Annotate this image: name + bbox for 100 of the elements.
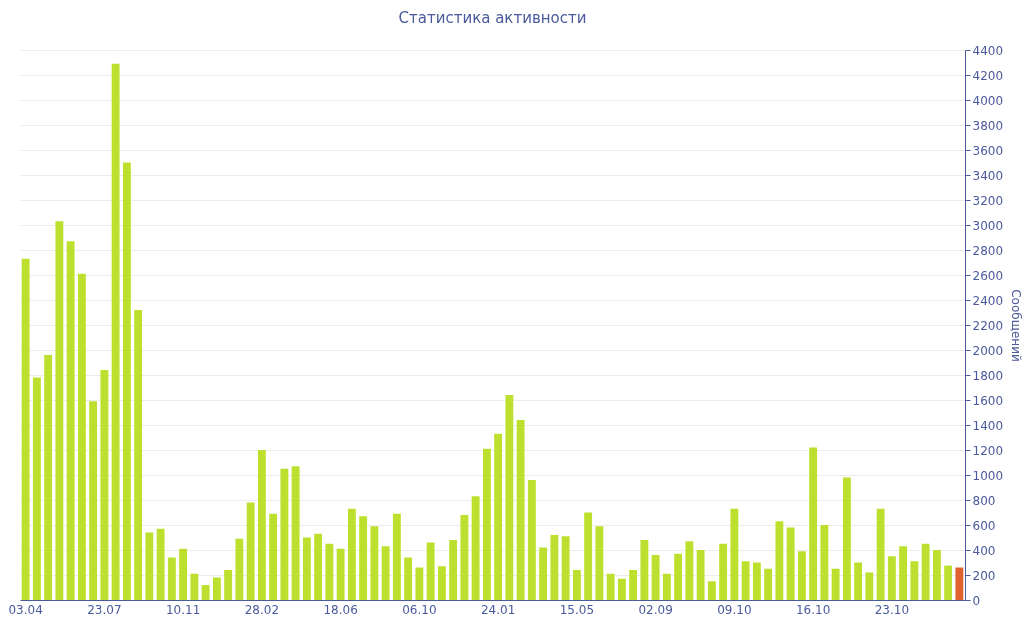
x-tick-label: 23.10 bbox=[874, 602, 910, 617]
bar bbox=[584, 512, 593, 600]
y-tick-label: 400 bbox=[972, 543, 996, 558]
bar bbox=[167, 557, 176, 600]
y-tick-label: 3200 bbox=[972, 193, 1004, 208]
bar bbox=[381, 546, 390, 600]
y-tick-label: 800 bbox=[972, 493, 996, 508]
x-tick-label: 24.01 bbox=[480, 602, 516, 617]
x-tick-label: 16.10 bbox=[795, 602, 831, 617]
bar bbox=[606, 573, 615, 600]
bar bbox=[224, 570, 233, 600]
y-tick-label: 1400 bbox=[972, 418, 1004, 433]
bar bbox=[201, 585, 210, 600]
bar bbox=[347, 508, 356, 600]
y-tick-label: 3600 bbox=[972, 143, 1004, 158]
x-tick-label: 02.09 bbox=[638, 602, 673, 617]
bar bbox=[516, 420, 525, 600]
bar bbox=[887, 556, 896, 600]
y-tick-label: 3400 bbox=[972, 168, 1004, 183]
bar bbox=[325, 543, 334, 600]
bar bbox=[944, 565, 953, 600]
bar bbox=[651, 555, 660, 600]
bar bbox=[629, 570, 638, 600]
y-tick-label: 3800 bbox=[972, 118, 1004, 133]
bar bbox=[302, 537, 311, 600]
y-tick-label: 4200 bbox=[972, 68, 1004, 83]
bar bbox=[77, 273, 86, 600]
bar bbox=[111, 63, 120, 600]
bar bbox=[246, 502, 255, 600]
bar bbox=[696, 550, 705, 600]
bar bbox=[460, 515, 469, 600]
bar bbox=[932, 550, 941, 600]
bar bbox=[685, 541, 694, 600]
bar bbox=[449, 540, 458, 600]
bar bbox=[89, 401, 98, 600]
bar bbox=[156, 528, 165, 600]
bar bbox=[404, 557, 413, 600]
y-tick-label: 4400 bbox=[972, 43, 1004, 58]
bar bbox=[426, 542, 435, 600]
bar bbox=[640, 540, 649, 600]
bar bbox=[730, 508, 739, 600]
bar bbox=[910, 561, 919, 600]
y-tick-label: 0 bbox=[972, 593, 981, 608]
bar bbox=[336, 548, 345, 600]
y-tick-label: 1600 bbox=[972, 393, 1004, 408]
x-tick-label: 15.05 bbox=[559, 602, 595, 617]
bar bbox=[707, 581, 716, 600]
y-tick-label: 2600 bbox=[972, 268, 1004, 283]
bar bbox=[899, 546, 908, 600]
y-tick-label: 2800 bbox=[972, 243, 1004, 258]
chart-title: Статистика активности bbox=[398, 9, 587, 27]
y-tick-label: 1000 bbox=[972, 468, 1004, 483]
bar bbox=[561, 536, 570, 600]
bar bbox=[617, 578, 626, 600]
bar bbox=[741, 561, 750, 600]
bar bbox=[145, 532, 154, 600]
x-tick-label: 23.07 bbox=[87, 602, 122, 617]
bar bbox=[662, 573, 671, 600]
bar bbox=[494, 433, 503, 600]
y-tick-label: 2000 bbox=[972, 343, 1004, 358]
y-tick-label: 1200 bbox=[972, 443, 1004, 458]
y-tick-label: 2200 bbox=[972, 318, 1004, 333]
x-tick-label: 03.04 bbox=[8, 602, 43, 617]
bar bbox=[527, 480, 536, 600]
bar bbox=[809, 447, 818, 600]
bar bbox=[595, 526, 604, 600]
bar bbox=[865, 572, 874, 600]
bar bbox=[291, 466, 300, 600]
bar bbox=[134, 310, 143, 600]
bar bbox=[505, 395, 514, 600]
bar bbox=[392, 513, 401, 600]
bar bbox=[955, 567, 964, 600]
y-tick-label: 2400 bbox=[972, 293, 1004, 308]
bar bbox=[66, 241, 75, 600]
y-axis-title: Сообщений bbox=[1009, 289, 1024, 362]
y-tick-label: 4000 bbox=[972, 93, 1004, 108]
bar bbox=[719, 543, 728, 600]
bar bbox=[674, 553, 683, 600]
x-tick-label: 10.11 bbox=[165, 602, 201, 617]
bar bbox=[786, 527, 795, 600]
bar bbox=[21, 258, 30, 600]
bar bbox=[820, 525, 829, 600]
bar bbox=[190, 573, 199, 600]
x-tick-label: 18.06 bbox=[323, 602, 358, 617]
bar bbox=[122, 162, 131, 600]
bar bbox=[269, 513, 278, 600]
bar bbox=[314, 533, 323, 600]
y-tick-label: 600 bbox=[972, 518, 996, 533]
bar bbox=[44, 355, 53, 600]
bar bbox=[752, 562, 761, 600]
x-tick-label: 06.10 bbox=[402, 602, 437, 617]
bar bbox=[831, 568, 840, 600]
bar bbox=[797, 551, 806, 600]
bar bbox=[876, 508, 885, 600]
y-tick-label: 200 bbox=[972, 568, 996, 583]
bar bbox=[359, 516, 368, 600]
bar bbox=[854, 562, 863, 600]
bar bbox=[921, 543, 930, 600]
bar bbox=[572, 570, 581, 600]
bar bbox=[539, 547, 548, 600]
